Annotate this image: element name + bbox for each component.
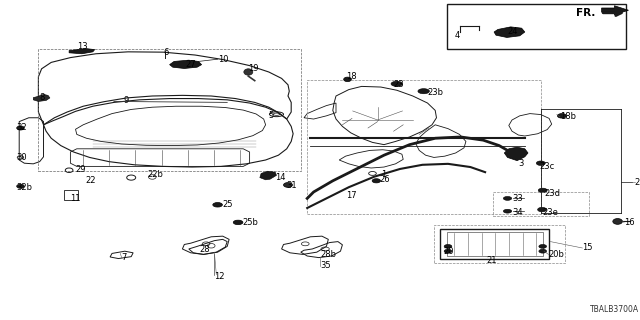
Polygon shape [170, 60, 202, 68]
Text: 23c: 23c [540, 162, 555, 171]
Text: 10: 10 [218, 55, 228, 64]
Text: 23: 23 [394, 80, 404, 89]
Text: 4: 4 [454, 31, 460, 40]
Polygon shape [504, 147, 528, 161]
Text: 22b: 22b [147, 170, 163, 179]
Text: 19: 19 [248, 64, 259, 73]
Text: 7: 7 [122, 253, 127, 262]
Text: 33: 33 [512, 194, 523, 203]
Text: 8: 8 [40, 93, 45, 102]
Text: 25: 25 [222, 200, 232, 209]
Bar [307, 80, 541, 214]
Bar [447, 4, 626, 49]
Text: 29: 29 [76, 165, 86, 174]
Text: 22: 22 [85, 176, 95, 185]
Ellipse shape [372, 179, 380, 183]
Text: 20b: 20b [548, 250, 564, 259]
Text: 16: 16 [624, 218, 635, 227]
Ellipse shape [504, 209, 512, 213]
Polygon shape [260, 171, 276, 180]
Text: 14: 14 [275, 173, 285, 182]
Ellipse shape [212, 203, 223, 207]
Polygon shape [602, 6, 628, 15]
Bar [447, 232, 543, 256]
Bar [38, 49, 301, 171]
Ellipse shape [613, 219, 623, 224]
Text: 30: 30 [16, 153, 27, 162]
Ellipse shape [538, 207, 547, 212]
Ellipse shape [418, 89, 429, 94]
Ellipse shape [17, 126, 24, 130]
Ellipse shape [233, 220, 243, 225]
Text: 35: 35 [320, 261, 331, 270]
Text: 6: 6 [163, 48, 168, 57]
Text: 11: 11 [70, 194, 81, 203]
Text: 1: 1 [381, 170, 386, 179]
Bar [434, 225, 565, 263]
Ellipse shape [539, 244, 547, 248]
Polygon shape [69, 49, 95, 54]
Ellipse shape [557, 114, 566, 118]
Ellipse shape [391, 81, 403, 86]
Text: 21: 21 [486, 256, 497, 265]
Text: 28b: 28b [320, 250, 336, 259]
Ellipse shape [284, 182, 292, 188]
Text: 23e: 23e [542, 208, 558, 217]
Text: 23b: 23b [428, 88, 444, 97]
Bar [493, 192, 589, 216]
Bar [64, 190, 78, 200]
Polygon shape [494, 27, 525, 37]
Ellipse shape [504, 196, 512, 200]
Polygon shape [33, 94, 50, 101]
Text: 2: 2 [635, 178, 640, 187]
Text: 32: 32 [16, 124, 27, 132]
Text: 26: 26 [380, 175, 390, 184]
Ellipse shape [444, 249, 452, 253]
Text: 20: 20 [444, 247, 454, 256]
Ellipse shape [444, 244, 452, 248]
Text: 27: 27 [186, 60, 196, 69]
Bar [440, 229, 549, 259]
Text: 5: 5 [269, 111, 274, 120]
Text: 15: 15 [582, 244, 593, 252]
Text: 13: 13 [77, 42, 88, 51]
Text: 18b: 18b [560, 112, 576, 121]
Text: FR.: FR. [576, 8, 595, 19]
Text: 32b: 32b [16, 183, 32, 192]
Text: 25b: 25b [242, 218, 258, 227]
Text: 28: 28 [200, 245, 211, 254]
Ellipse shape [536, 161, 545, 165]
Text: 23d: 23d [544, 189, 560, 198]
Text: TBALB3700A: TBALB3700A [589, 305, 639, 314]
Text: 18: 18 [346, 72, 356, 81]
Text: 17: 17 [346, 191, 356, 200]
Text: 31: 31 [287, 181, 298, 190]
Text: 24: 24 [508, 28, 518, 36]
Text: 9: 9 [124, 96, 129, 105]
Ellipse shape [539, 249, 547, 253]
Text: 34: 34 [512, 208, 523, 217]
Ellipse shape [17, 184, 24, 188]
Ellipse shape [244, 69, 253, 75]
Ellipse shape [344, 77, 351, 82]
Ellipse shape [538, 188, 547, 193]
Text: 3: 3 [518, 159, 524, 168]
Text: 12: 12 [214, 272, 225, 281]
